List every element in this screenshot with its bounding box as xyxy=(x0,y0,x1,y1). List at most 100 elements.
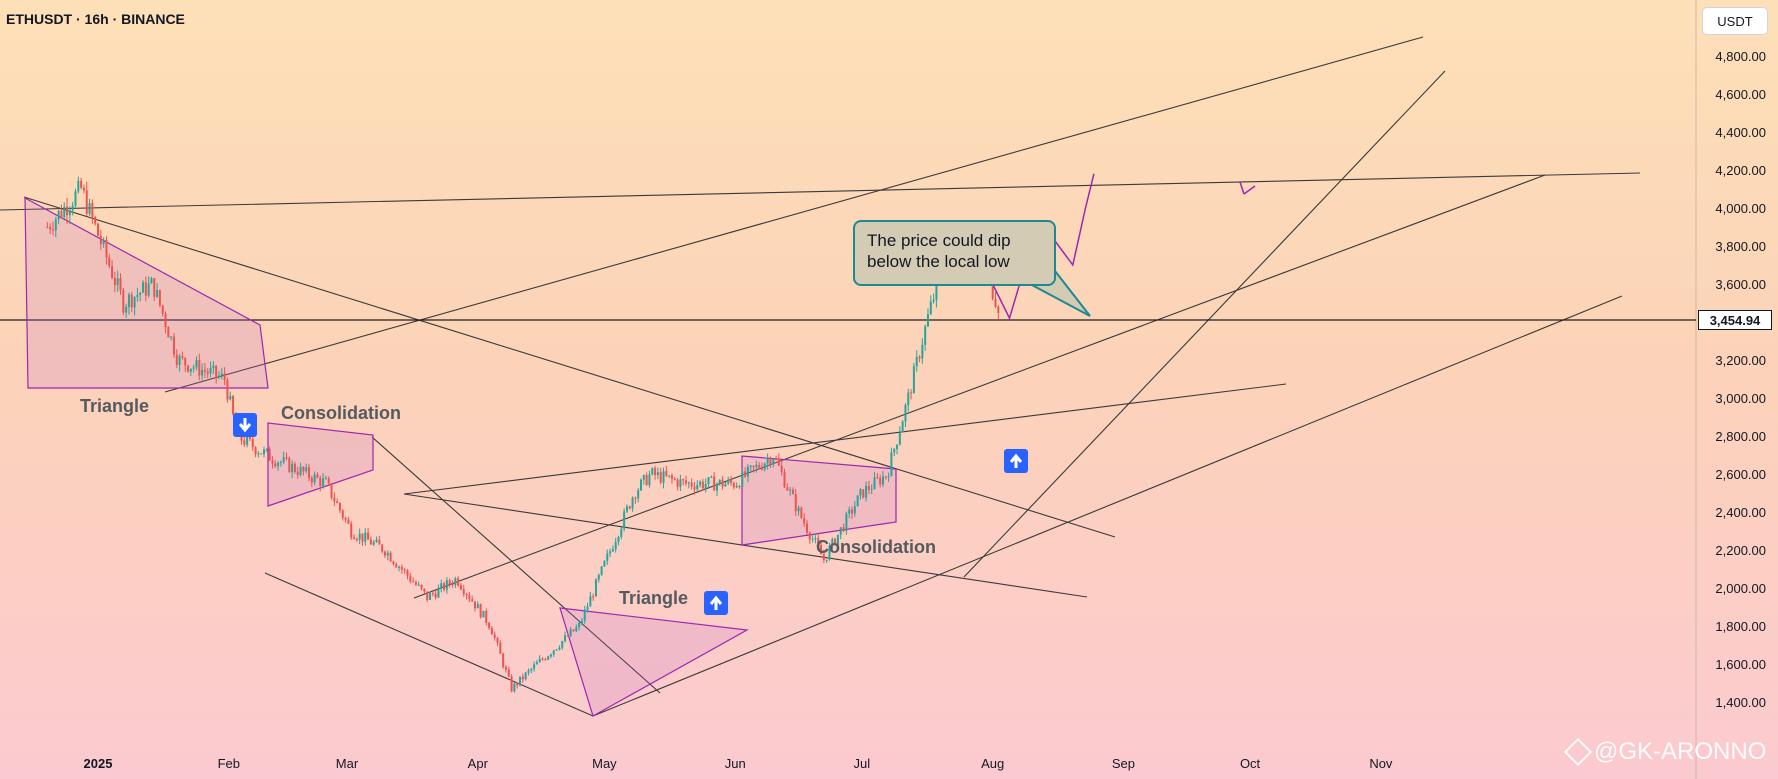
candle-body xyxy=(496,637,499,643)
candle-body xyxy=(108,257,111,267)
candle-body xyxy=(336,501,339,504)
candle-body xyxy=(659,472,662,483)
price-tick-label: 2,000.00 xyxy=(1715,581,1766,596)
candle-body xyxy=(274,463,277,467)
candle-body xyxy=(262,449,265,455)
candle-body xyxy=(417,584,420,586)
price-tick-label: 2,200.00 xyxy=(1715,543,1766,558)
candle-body xyxy=(617,536,620,542)
candle-body xyxy=(97,223,100,236)
candle-body xyxy=(541,658,544,660)
resistance-line-top xyxy=(0,172,1641,211)
candle-body xyxy=(853,506,856,514)
candle-body xyxy=(459,585,462,590)
candle-body xyxy=(834,538,837,546)
candle-body xyxy=(862,489,865,498)
candle-body xyxy=(344,517,347,520)
candle-body xyxy=(789,489,792,491)
candle-body xyxy=(285,457,288,459)
candle-body xyxy=(127,294,130,307)
candle-body xyxy=(260,453,263,455)
candle-body xyxy=(783,472,786,488)
projection-arrowhead xyxy=(1239,181,1256,195)
candle-body xyxy=(232,396,235,415)
candle-body xyxy=(257,453,260,455)
candle-body xyxy=(516,683,519,686)
candle-body xyxy=(136,294,139,297)
candle-body xyxy=(423,588,426,592)
candle-body xyxy=(46,227,49,228)
candle-body xyxy=(192,367,195,369)
time-tick-label: Feb xyxy=(218,756,240,771)
candle-body xyxy=(474,601,477,609)
candle-body xyxy=(780,465,783,473)
candle-body xyxy=(299,466,302,476)
candle-body xyxy=(569,629,572,637)
candle-body xyxy=(839,527,842,535)
candle-body xyxy=(651,468,654,475)
candle-body xyxy=(746,466,749,477)
candle-body xyxy=(51,229,54,231)
price-tick-label: 3,800.00 xyxy=(1715,239,1766,254)
candle-body xyxy=(797,507,800,512)
candle-body xyxy=(656,472,659,476)
time-tick-label: Mar xyxy=(336,756,359,771)
candle-body xyxy=(935,279,938,300)
candle-body xyxy=(448,580,451,585)
candle-body xyxy=(175,354,178,365)
candle-body xyxy=(755,464,758,468)
candle-body xyxy=(760,467,763,470)
candle-body xyxy=(696,484,699,490)
candle-body xyxy=(412,581,415,583)
candle-body xyxy=(462,589,465,595)
candle-body xyxy=(994,299,997,307)
candle-body xyxy=(282,457,285,462)
candle-body xyxy=(654,468,657,476)
candle-body xyxy=(842,527,845,531)
candle-body xyxy=(870,489,873,491)
currency-button[interactable]: USDT xyxy=(1702,7,1768,35)
candle-body xyxy=(310,477,313,483)
candle-body xyxy=(831,538,834,547)
candle-body xyxy=(313,474,316,483)
candle-body xyxy=(437,587,440,598)
candle-body xyxy=(181,356,184,358)
candle-body xyxy=(825,559,828,561)
candle-body xyxy=(507,669,510,677)
price-tick-label: 3,600.00 xyxy=(1715,277,1766,292)
candle-body xyxy=(676,479,679,487)
candle-body xyxy=(794,494,797,512)
candle-body xyxy=(811,538,814,540)
candle-body xyxy=(693,486,696,490)
candle-body xyxy=(150,278,153,284)
candle-body xyxy=(212,365,215,369)
candle-body xyxy=(367,532,370,540)
candle-body xyxy=(271,460,274,464)
candle-body xyxy=(876,477,879,479)
candle-body xyxy=(161,305,164,314)
candle-body xyxy=(575,627,578,632)
candle-body xyxy=(378,539,381,545)
candle-body xyxy=(49,227,52,230)
candle-body xyxy=(133,296,136,308)
candle-body xyxy=(504,667,507,670)
consolidation-pattern-1 xyxy=(267,422,374,507)
candle-body xyxy=(544,659,547,661)
candle-body xyxy=(817,538,820,546)
candle-body xyxy=(206,371,209,374)
candle-body xyxy=(355,539,358,541)
candle-body xyxy=(184,357,187,366)
candle-body xyxy=(91,203,94,218)
candle-body xyxy=(420,584,423,589)
steep-trendline xyxy=(963,70,1446,578)
candle-body xyxy=(80,180,83,188)
candle-body xyxy=(302,466,305,472)
up-arrow-icon xyxy=(1004,449,1028,473)
candle-body xyxy=(586,606,589,610)
candle-body xyxy=(628,506,631,509)
candle-body xyxy=(707,477,710,484)
candle-body xyxy=(752,465,755,468)
candle-body xyxy=(369,539,372,545)
candle-body xyxy=(856,495,859,507)
candle-body xyxy=(327,478,330,484)
